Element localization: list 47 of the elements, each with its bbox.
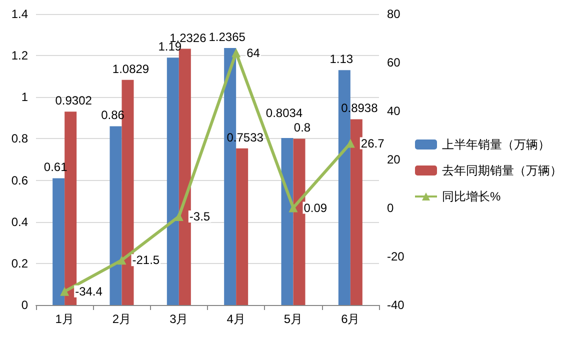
data-label: 0.09 [304, 200, 328, 215]
point [288, 203, 298, 212]
data-label: 1.13 [330, 52, 354, 66]
bar [293, 138, 306, 305]
data-label: 0.9302 [55, 94, 92, 108]
bar [166, 58, 179, 305]
y-tick-label: 1 [21, 90, 28, 104]
y2-tick-label: -40 [387, 298, 405, 312]
point [232, 48, 241, 58]
legend-label: 同比增长% [442, 190, 501, 204]
y2-tick-label: 40 [387, 104, 401, 118]
bar [350, 119, 362, 305]
data-label: -34.4 [75, 284, 103, 298]
y2-tick-label: 0 [387, 201, 394, 215]
data-label: 0.8034 [266, 106, 303, 120]
y-tick-label: 0.2 [11, 256, 28, 270]
y-tick-label: 0 [21, 298, 28, 312]
x-tick-label: 5月 [284, 312, 303, 326]
y-tick-label: 1.4 [11, 7, 28, 21]
legend-label: 上半年销量（万辆） [442, 138, 550, 152]
y-tick-label: 0.4 [11, 214, 28, 229]
point [117, 256, 126, 265]
bar [236, 148, 248, 305]
bar [110, 126, 122, 305]
y2-tick-label: 20 [387, 152, 401, 166]
x-tick-label: 1月 [55, 312, 74, 326]
y2-tick-label: -20 [387, 250, 405, 264]
data-label: 1.2365 [208, 30, 246, 44]
data-label: 64 [246, 46, 260, 60]
data-label: 0.8 [294, 120, 311, 135]
y2-tick-label: 60 [387, 56, 401, 70]
data-label: -21.5 [132, 253, 160, 268]
data-label: -3.5 [189, 209, 210, 224]
legend-label: 去年同期销量（万辆） [442, 164, 562, 178]
data-label: 1.0829 [112, 62, 150, 76]
y2-tick-label: 80 [387, 7, 401, 21]
x-tick-label: 4月 [226, 312, 246, 326]
y-tick-label: 0.6 [11, 173, 28, 188]
y-tick-label: 0.8 [11, 132, 28, 146]
data-label: 26.7 [360, 136, 385, 150]
x-tick-label: 2月 [112, 312, 132, 326]
y-tick-label: 1.2 [11, 48, 28, 63]
bar [52, 178, 65, 305]
x-tick-label: 6月 [341, 312, 360, 326]
x-tick-label: 3月 [170, 312, 188, 326]
bar [281, 138, 294, 305]
point [60, 286, 70, 296]
